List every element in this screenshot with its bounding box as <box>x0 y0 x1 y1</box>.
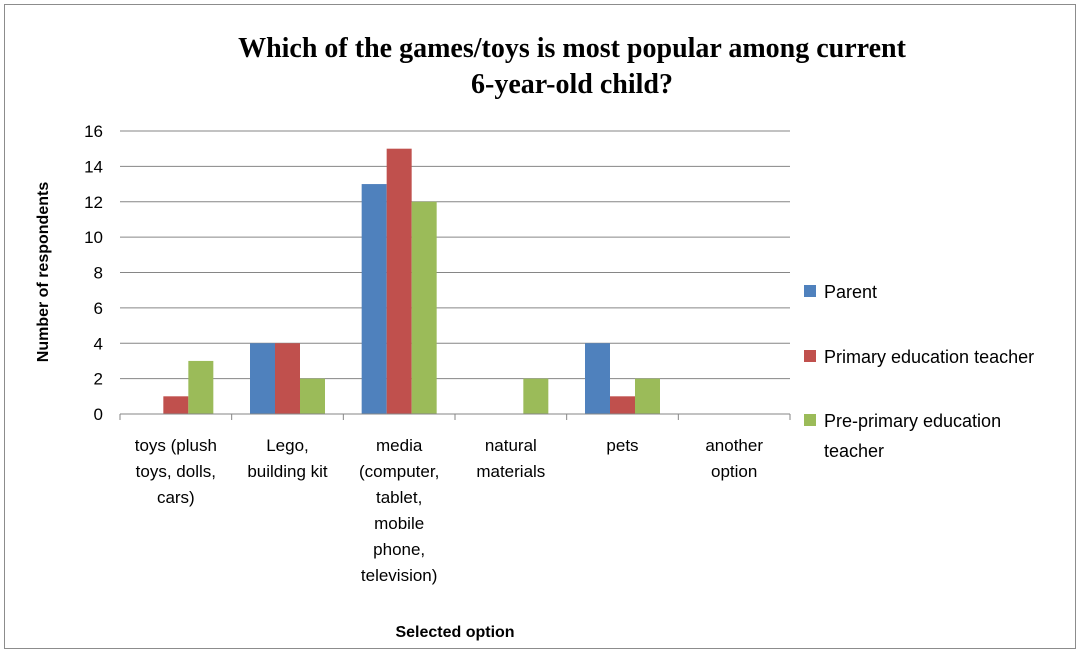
y-tick-label: 2 <box>94 370 103 389</box>
y-tick-label: 4 <box>94 334 103 353</box>
bar <box>635 378 660 414</box>
y-axis-title: Number of respondents <box>35 182 52 363</box>
bar <box>610 396 635 414</box>
x-category-label: media <box>376 436 423 455</box>
x-category-label: Lego, <box>266 436 309 455</box>
legend-swatch <box>804 414 816 426</box>
y-tick-label: 16 <box>84 122 103 141</box>
x-axis-categories: toys (plush toys, dolls, cars) Lego, buildin… <box>135 436 764 585</box>
chart-title-line: 6-year-old child? <box>471 69 673 100</box>
x-category-label: phone, <box>373 540 425 559</box>
legend-label: teacher <box>824 441 884 461</box>
y-tick-label: 0 <box>94 405 103 424</box>
chart-title: Which of the games/toys is most popular … <box>238 33 907 100</box>
y-axis-ticks: 0 2 4 6 8 10 12 14 16 <box>84 122 103 424</box>
x-category-label: toys, dolls, <box>136 462 216 481</box>
y-tick-label: 6 <box>94 299 103 318</box>
bar <box>163 396 189 414</box>
legend-swatch <box>804 350 816 362</box>
x-category-label: option <box>711 462 757 481</box>
x-axis <box>119 413 791 420</box>
legend-label: Primary education teacher <box>824 347 1034 367</box>
legend-label: Pre-primary education <box>824 411 1001 431</box>
x-category-label: natural <box>485 436 537 455</box>
x-category-label: materials <box>476 462 545 481</box>
x-category-label: (computer, <box>359 462 439 481</box>
gridlines <box>120 130 790 380</box>
bar <box>386 148 412 414</box>
bar <box>523 378 549 414</box>
y-tick-label: 12 <box>84 193 103 212</box>
legend-label: Parent <box>824 282 877 302</box>
x-axis-title: Selected option <box>395 624 514 641</box>
x-category-label: television) <box>361 566 438 585</box>
y-tick-label: 8 <box>94 264 103 283</box>
x-category-label: mobile <box>374 514 424 533</box>
y-tick-label: 10 <box>84 228 103 247</box>
chart-title-line: Which of the games/toys is most popular … <box>238 33 907 64</box>
bar <box>411 201 437 414</box>
x-category-label: cars) <box>157 488 195 507</box>
x-category-label: tablet, <box>376 488 422 507</box>
legend: Parent Primary education teacher Pre-prima… <box>804 282 1034 461</box>
bar <box>585 343 610 414</box>
bars <box>163 148 660 414</box>
bar <box>300 378 325 414</box>
bar <box>188 360 214 414</box>
bar <box>361 184 387 414</box>
x-category-label: pets <box>606 436 638 455</box>
x-category-label: building kit <box>247 462 328 481</box>
x-category-label: another <box>705 436 763 455</box>
x-category-label: toys (plush <box>135 436 217 455</box>
y-tick-label: 14 <box>84 157 103 176</box>
bar <box>275 343 300 414</box>
bar <box>250 343 275 414</box>
legend-swatch <box>804 285 816 297</box>
chart-frame <box>4 4 1076 649</box>
